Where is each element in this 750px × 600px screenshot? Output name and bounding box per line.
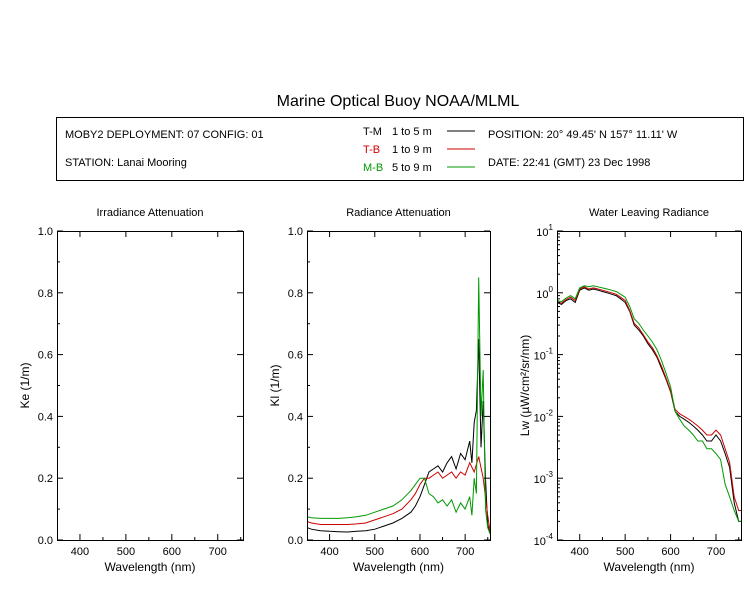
y-tick-label: 0.0: [288, 535, 303, 547]
station-text: STATION: Lanai Mooring: [65, 157, 187, 169]
x-tick-label: 400: [71, 546, 89, 558]
y-tick-label: 100: [536, 285, 553, 301]
y-tick-label: 1.0: [288, 226, 303, 238]
x-axis-label: Wavelength (nm): [604, 560, 695, 574]
legend-code: T-M: [363, 126, 382, 138]
deployment-text: MOBY2 DEPLOYMENT: 07 CONFIG: 01: [65, 129, 264, 141]
chart-title: Radiance Attenuation: [346, 207, 451, 219]
series-line: [307, 277, 490, 534]
y-tick-label: 10-1: [534, 347, 554, 363]
chart-title: Irradiance Attenuation: [96, 207, 203, 219]
date-text: DATE: 22:41 (GMT) 23 Dec 1998: [488, 157, 650, 169]
x-tick-label: 600: [411, 546, 429, 558]
chart-panel: Irradiance Attenuation 400 500 600 700 0.0 0.2…: [18, 207, 244, 574]
info-box-frame: [56, 117, 744, 181]
y-tick-label: 10-3: [534, 470, 554, 486]
legend: T-M 1 to 5 m T-B 1 to 9 m M-B 5 to 9 m: [363, 126, 475, 174]
y-tick-label: 0.8: [288, 288, 303, 300]
chart-title: Water Leaving Radiance: [589, 207, 709, 219]
legend-depth: 5 to 9 m: [392, 162, 432, 174]
x-tick-label: 700: [209, 546, 227, 558]
series-group: [557, 285, 741, 522]
y-tick-label: 101: [536, 223, 553, 239]
legend-code: T-B: [363, 144, 380, 156]
x-tick-label: 400: [571, 546, 589, 558]
y-tick-label: 0.6: [288, 350, 303, 362]
legend-code: M-B: [363, 162, 383, 174]
legend-depth: 1 to 5 m: [392, 126, 432, 138]
legend-item: T-M 1 to 5 m: [363, 126, 475, 138]
y-tick-label: 1.0: [38, 226, 53, 238]
chart-panel: Radiance Attenuation 400 500 600 700 0.0 0.2 0.…: [268, 207, 491, 574]
y-tick-label: 0.0: [38, 535, 53, 547]
position-text: POSITION: 20° 49.45' N 157° 11.11' W: [488, 129, 678, 141]
x-tick-label: 700: [707, 546, 725, 558]
x-tick-label: 600: [661, 546, 679, 558]
y-axis-label: Ke (1/m): [18, 362, 32, 408]
plot-frame: [307, 231, 491, 541]
series-line: [557, 286, 741, 511]
x-tick-label: 400: [320, 546, 338, 558]
x-axis-label: Wavelength (nm): [353, 560, 444, 574]
legend-item: T-B 1 to 9 m: [363, 144, 475, 156]
series-line: [307, 339, 490, 534]
plot-frame: [57, 231, 244, 541]
plots: Irradiance Attenuation 400 500 600 700 0.0 0.2…: [18, 207, 742, 574]
x-tick-label: 700: [456, 546, 474, 558]
y-tick-label: 0.2: [288, 473, 303, 485]
series-line: [557, 285, 741, 522]
series-group: [307, 277, 490, 534]
y-tick-label: 0.8: [38, 288, 53, 300]
x-tick-label: 500: [366, 546, 384, 558]
info-box: MOBY2 DEPLOYMENT: 07 CONFIG: 01 STATION:…: [56, 117, 744, 181]
x-tick-label: 500: [117, 546, 135, 558]
x-tick-label: 500: [616, 546, 634, 558]
plot-frame: [557, 231, 742, 541]
y-tick-label: 10-2: [534, 408, 554, 424]
y-tick-label: 0.4: [288, 411, 303, 423]
legend-item: M-B 5 to 9 m: [363, 162, 475, 174]
x-axis-label: Wavelength (nm): [105, 560, 196, 574]
y-axis-label: Lw (µW/cm²/sr/nm): [518, 335, 532, 437]
y-axis-label: Kl (1/m): [268, 364, 282, 406]
series-line: [557, 287, 741, 522]
legend-depth: 1 to 9 m: [392, 144, 432, 156]
y-tick-label: 0.6: [38, 350, 53, 362]
figure-title: Marine Optical Buoy NOAA/MLML: [277, 93, 520, 110]
chart-panel: Water Leaving Radiance 400 500 600 700 101 100…: [518, 207, 742, 574]
y-tick-label: 10-4: [534, 532, 554, 548]
y-tick-label: 0.4: [38, 411, 53, 423]
x-tick-label: 600: [163, 546, 181, 558]
y-tick-label: 0.2: [38, 473, 53, 485]
